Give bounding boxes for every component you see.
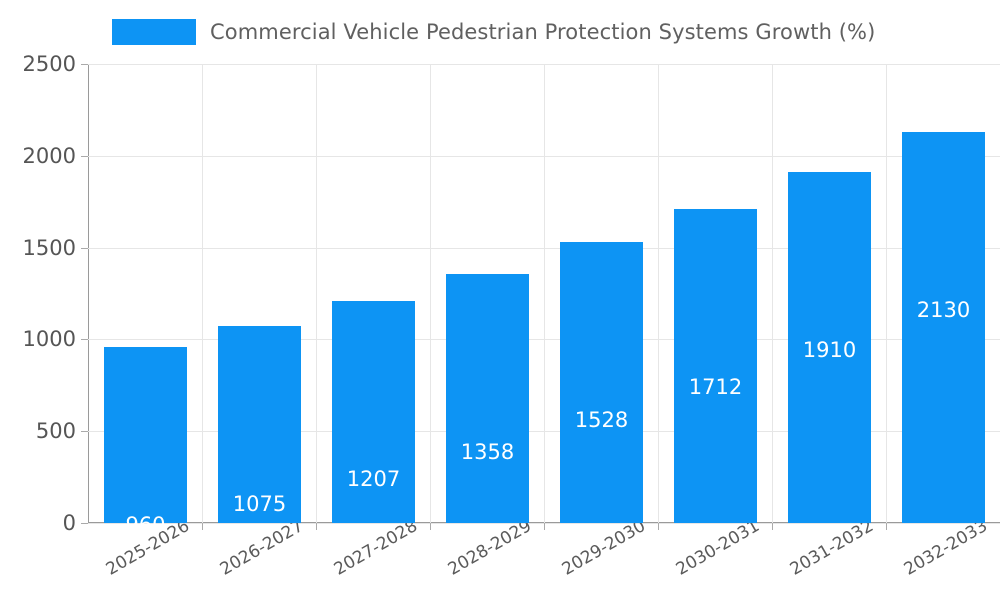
x-axis-tick-mark xyxy=(202,523,203,530)
x-axis-tick-label: 2032-2033 xyxy=(900,516,991,580)
x-axis-tick-mark xyxy=(658,523,659,530)
bar[interactable]: 1528 xyxy=(560,242,643,523)
x-axis-tick-mark xyxy=(544,523,545,530)
chart-legend[interactable]: Commercial Vehicle Pedestrian Protection… xyxy=(112,16,875,48)
bar-value-label: 1207 xyxy=(346,467,401,492)
y-axis-tick-label: 1000 xyxy=(22,327,76,352)
bar-value-label: 1712 xyxy=(688,374,743,399)
x-axis-tick-mark xyxy=(772,523,773,530)
bar[interactable]: 1712 xyxy=(674,208,757,523)
x-axis-tick-label: 2028-2029 xyxy=(444,516,535,580)
bar-value-label: 1358 xyxy=(460,439,515,464)
bar-value-label: 1528 xyxy=(574,408,629,433)
legend-label-series-0: Commercial Vehicle Pedestrian Protection… xyxy=(210,20,876,44)
bar-value-label: 1075 xyxy=(232,491,287,516)
gridline-vertical xyxy=(658,64,659,523)
y-axis-tick-label: 1500 xyxy=(22,235,76,260)
gridline-vertical xyxy=(772,64,773,523)
bar[interactable]: 960 xyxy=(104,346,187,537)
gridline-vertical xyxy=(430,64,431,523)
bar[interactable]: 1207 xyxy=(332,301,415,523)
plot-area: 0 500 1000 1500 2000 2500 2025-2026 2026-2027 2… xyxy=(23,52,1000,580)
y-axis-tick-mark xyxy=(81,523,88,524)
x-axis-tick-mark xyxy=(430,523,431,530)
gridline-vertical xyxy=(886,64,887,523)
bar[interactable]: 2130 xyxy=(902,131,985,523)
x-axis-tick-mark xyxy=(886,523,887,530)
x-axis-tick-mark xyxy=(316,523,317,530)
bar-value-label: 1910 xyxy=(802,338,857,363)
bar-value-label: 960 xyxy=(125,512,166,537)
y-axis-tick-label: 2500 xyxy=(22,52,76,76)
x-axis-tick-label: 2030-2031 xyxy=(672,516,763,580)
y-axis-tick-mark xyxy=(81,64,88,65)
y-axis-tick-label: 2000 xyxy=(22,143,76,168)
x-axis-tick-label: 2027-2028 xyxy=(330,516,421,580)
y-axis-tick-mark xyxy=(81,431,88,433)
y-axis-tick-mark xyxy=(81,339,88,341)
gridline-vertical xyxy=(544,64,545,523)
bar[interactable]: 1358 xyxy=(446,273,529,523)
x-axis-tick-label: 2029-2030 xyxy=(558,516,649,580)
x-axis-tick-label: 2026-2027 xyxy=(216,516,307,580)
gridline-vertical xyxy=(316,64,317,523)
bar[interactable]: 1075 xyxy=(218,325,301,523)
bar[interactable]: 1910 xyxy=(788,172,871,523)
y-axis-tick-label: 0 xyxy=(62,511,76,535)
y-axis-tick-label: 500 xyxy=(35,419,76,444)
legend-swatch-series-0[interactable] xyxy=(112,19,196,45)
gridline-vertical xyxy=(202,64,203,523)
y-axis-line xyxy=(88,64,89,523)
y-axis-tick-mark xyxy=(81,155,88,157)
bar-value-label: 2130 xyxy=(916,297,971,322)
x-axis-tick-label: 2031-2032 xyxy=(786,516,877,580)
y-axis-tick-mark xyxy=(81,247,88,249)
